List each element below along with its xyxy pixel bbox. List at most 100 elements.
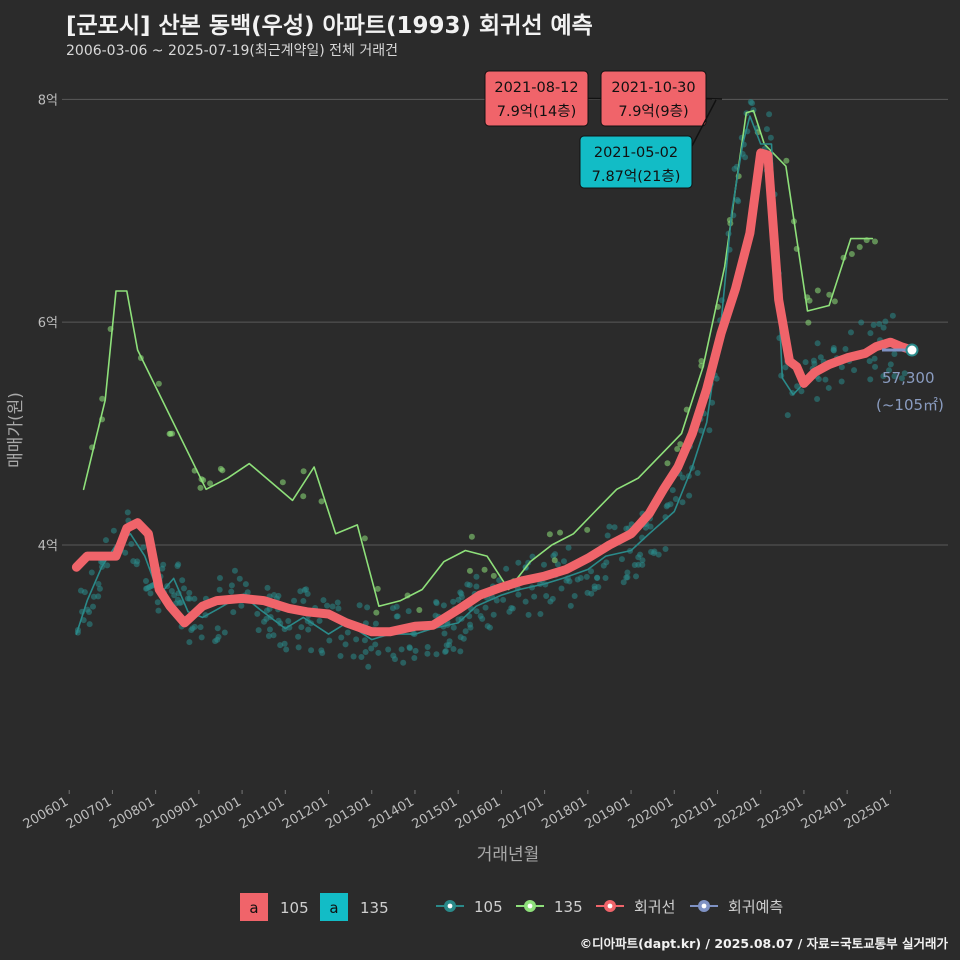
chart-title: [군포시] 산본 동백(우성) 아파트(1993) 회귀선 예측 bbox=[66, 13, 593, 39]
x-tick-label-1: 200701 bbox=[64, 794, 114, 832]
point-105 bbox=[814, 395, 821, 402]
point-105 bbox=[356, 602, 363, 609]
point-105 bbox=[147, 590, 154, 597]
point-105 bbox=[880, 373, 887, 380]
point-105 bbox=[110, 527, 117, 534]
point-135 bbox=[677, 441, 684, 448]
point-105 bbox=[602, 574, 609, 581]
point-135 bbox=[674, 445, 681, 452]
point-135 bbox=[155, 380, 162, 387]
point-105 bbox=[525, 611, 532, 618]
point-105 bbox=[390, 652, 397, 659]
series-lines bbox=[71, 109, 919, 641]
chart-subtitle: 2006-03-06 ~ 2025-07-19(최근계약일) 전체 거래건 bbox=[66, 43, 398, 59]
point-105 bbox=[238, 602, 245, 609]
point-105 bbox=[440, 602, 447, 609]
point-105 bbox=[565, 544, 572, 551]
x-tick-label-3: 200901 bbox=[150, 794, 200, 832]
point-105 bbox=[450, 598, 457, 605]
point-105 bbox=[228, 588, 235, 595]
x-tick-label-13: 201901 bbox=[583, 794, 633, 832]
point-105 bbox=[887, 361, 894, 368]
point-105 bbox=[647, 523, 654, 530]
point-105 bbox=[623, 525, 630, 532]
point-105 bbox=[265, 633, 272, 640]
point-135 bbox=[584, 526, 591, 533]
x-tick-label-11: 201701 bbox=[496, 794, 546, 832]
point-105 bbox=[618, 556, 625, 563]
point-135 bbox=[197, 484, 204, 491]
point-105 bbox=[554, 561, 561, 568]
point-105 bbox=[637, 551, 644, 558]
x-tick-label-18: 202401 bbox=[799, 794, 849, 832]
point-135 bbox=[468, 533, 475, 540]
point-105 bbox=[891, 351, 898, 358]
point-105 bbox=[134, 558, 141, 565]
point-105 bbox=[361, 637, 368, 644]
point-135 bbox=[826, 291, 833, 298]
point-105 bbox=[197, 624, 204, 631]
point-105 bbox=[558, 585, 565, 592]
x-tick-label-15: 202101 bbox=[669, 794, 719, 832]
point-105 bbox=[264, 584, 271, 591]
point-105 bbox=[443, 642, 450, 649]
point-135 bbox=[300, 468, 307, 475]
legend-dot-center-3 bbox=[701, 903, 707, 909]
x-tick-label-4: 201001 bbox=[194, 794, 244, 832]
point-105 bbox=[490, 611, 497, 618]
point-105 bbox=[255, 627, 262, 634]
point-105 bbox=[442, 647, 449, 654]
point-105 bbox=[179, 577, 186, 584]
point-105 bbox=[230, 609, 237, 616]
annotations: 2021-08-12 7.9억(14층) 2021-10-30 7.9억(9층) 202… bbox=[484, 70, 944, 414]
point-105 bbox=[104, 562, 111, 569]
point-105 bbox=[467, 621, 474, 628]
x-tick-label-14: 202001 bbox=[626, 794, 676, 832]
point-105 bbox=[560, 558, 567, 565]
point-105 bbox=[473, 573, 480, 580]
point-105 bbox=[186, 639, 193, 646]
point-105 bbox=[326, 637, 333, 644]
point-105 bbox=[244, 589, 251, 596]
point-105 bbox=[574, 576, 581, 583]
point-105 bbox=[450, 646, 457, 653]
point-105 bbox=[851, 367, 858, 374]
legend-fill-letter-0: a bbox=[249, 899, 258, 917]
point-105 bbox=[540, 561, 547, 568]
point-105 bbox=[441, 630, 448, 637]
end-value-label: 57,300 bbox=[882, 369, 935, 387]
point-105 bbox=[898, 375, 905, 382]
point-105 bbox=[889, 312, 896, 319]
legend-dot-center-0 bbox=[447, 903, 453, 909]
point-105 bbox=[583, 573, 590, 580]
point-105 bbox=[458, 590, 465, 597]
point-105 bbox=[124, 509, 131, 516]
point-135 bbox=[217, 465, 224, 472]
point-105 bbox=[335, 605, 342, 612]
annotation-box-0 bbox=[484, 70, 589, 127]
point-105 bbox=[406, 645, 413, 652]
point-105 bbox=[216, 575, 223, 582]
point-105 bbox=[90, 603, 97, 610]
point-105 bbox=[604, 532, 611, 539]
point-105 bbox=[412, 647, 419, 654]
point-105 bbox=[515, 591, 522, 598]
point-105 bbox=[662, 546, 669, 553]
legend-fill-key-1 bbox=[320, 893, 348, 921]
x-tick-label-6: 201201 bbox=[280, 794, 330, 832]
point-105 bbox=[389, 605, 396, 612]
legend-line-label-2: 회귀선 bbox=[634, 898, 675, 916]
point-105 bbox=[405, 608, 412, 615]
point-105 bbox=[214, 625, 221, 632]
point-105 bbox=[500, 596, 507, 603]
point-105 bbox=[669, 487, 676, 494]
credit-line: ©디아파트(dapt.kr) / 2025.08.07 / 자료=국토교통부 실… bbox=[579, 936, 948, 951]
legend-fill-label-1: 135 bbox=[360, 899, 389, 917]
point-105 bbox=[385, 646, 392, 653]
point-105 bbox=[603, 559, 610, 566]
point-135 bbox=[416, 607, 423, 614]
point-105 bbox=[891, 373, 898, 380]
point-105 bbox=[876, 320, 883, 327]
annotation-leader-1 bbox=[705, 97, 723, 100]
point-105 bbox=[266, 626, 273, 633]
